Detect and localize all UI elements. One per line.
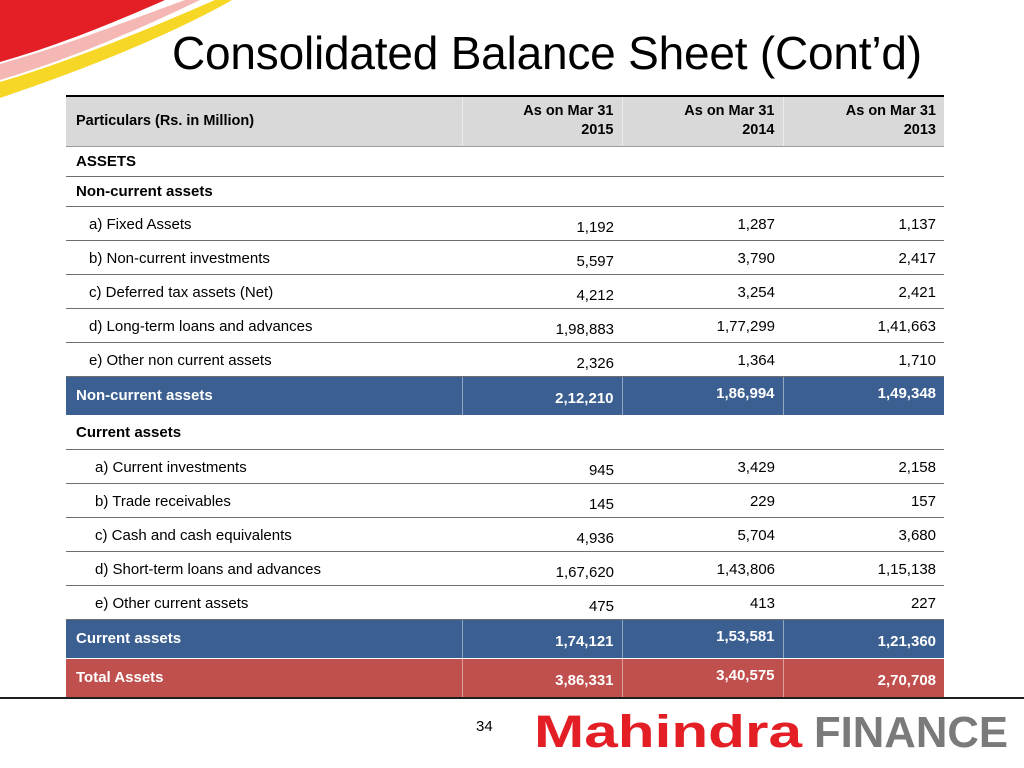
value-2013: 2,417	[783, 240, 944, 275]
value-2015: 1,74,121	[461, 619, 622, 659]
table-row: d) Short-term loans and advances 1,67,62…	[66, 551, 944, 586]
table-row: a) Current investments 945 3,429 2,158	[66, 449, 944, 484]
row-label: a) Current investments	[66, 449, 462, 484]
page-title: Consolidated Balance Sheet (Cont’d)	[172, 27, 922, 79]
value-2015: 145	[462, 483, 622, 518]
table-row: a) Fixed Assets 1,192 1,287 1,137	[66, 206, 944, 241]
section-row-current: Current assets	[66, 415, 944, 450]
value-2014: 413	[622, 585, 783, 620]
section-row-assets: ASSETS	[66, 146, 944, 177]
section-row-noncurrent: Non-current assets	[66, 176, 944, 207]
table-row: b) Trade receivables 145 229 157	[66, 483, 944, 518]
table-row: e) Other current assets 475 413 227	[66, 585, 944, 620]
value-2013: 1,15,138	[783, 551, 944, 586]
value-2013: 1,21,360	[782, 619, 944, 659]
value-2015: 5,597	[462, 240, 622, 275]
table-row: d) Long-term loans and advances 1,98,883…	[66, 308, 944, 343]
value-2015: 1,192	[462, 206, 622, 241]
row-label: d) Long-term loans and advances	[66, 308, 462, 343]
value-2014: 3,254	[622, 274, 783, 309]
value-2014: 3,429	[622, 449, 783, 484]
header-2015: As on Mar 31 2015	[461, 95, 622, 147]
logo-word-mahindra: Mahindra	[534, 706, 803, 754]
value-2014: 229	[622, 483, 783, 518]
row-label: Total Assets	[66, 658, 462, 699]
value-2013: 2,70,708	[782, 658, 944, 699]
row-label: Current assets	[66, 619, 462, 659]
value-2015: 2,12,210	[461, 376, 622, 416]
value-2014: 1,287	[622, 206, 783, 241]
value-2015: 4,936	[462, 517, 622, 552]
header-2014: As on Mar 31 2014	[621, 95, 783, 147]
page-number: 34	[476, 718, 493, 735]
value-2015: 475	[462, 585, 622, 620]
section-label: Current assets	[66, 415, 462, 450]
total-row-assets: Total Assets 3,86,331 3,40,575 2,70,708	[66, 658, 944, 699]
value-2015: 3,86,331	[461, 658, 622, 699]
value-2014: 3,40,575	[621, 658, 783, 699]
table-row: b) Non-current investments 5,597 3,790 2…	[66, 240, 944, 275]
header-2013: As on Mar 31 2013	[782, 95, 944, 147]
row-label: c) Deferred tax assets (Net)	[66, 274, 462, 309]
value-2014: 1,77,299	[622, 308, 783, 343]
subtotal-row-current: Current assets 1,74,121 1,53,581 1,21,36…	[66, 619, 944, 659]
value-2013: 3,680	[783, 517, 944, 552]
value-2013: 1,49,348	[782, 376, 944, 416]
table-row: e) Other non current assets 2,326 1,364 …	[66, 342, 944, 377]
row-label: d) Short-term loans and advances	[66, 551, 462, 586]
value-2015: 4,212	[462, 274, 622, 309]
value-2015: 1,98,883	[462, 308, 622, 343]
row-label: b) Trade receivables	[66, 483, 462, 518]
value-2014: 1,364	[622, 342, 783, 377]
mahindra-finance-logo: Mahindra FINANCE	[534, 706, 1008, 754]
row-label: e) Other current assets	[66, 585, 462, 620]
value-2013: 157	[783, 483, 944, 518]
subtotal-row-noncurrent: Non-current assets 2,12,210 1,86,994 1,4…	[66, 376, 944, 416]
corner-swoosh-decoration	[0, 0, 232, 98]
value-2013: 2,158	[783, 449, 944, 484]
table-row: c) Deferred tax assets (Net) 4,212 3,254…	[66, 274, 944, 309]
value-2015: 1,67,620	[462, 551, 622, 586]
section-label: Non-current assets	[66, 176, 462, 207]
header-particulars: Particulars (Rs. in Million)	[66, 95, 462, 147]
value-2014: 1,53,581	[621, 619, 783, 659]
value-2014: 5,704	[622, 517, 783, 552]
value-2013: 1,41,663	[783, 308, 944, 343]
value-2015: 945	[462, 449, 622, 484]
footer-divider	[0, 697, 1024, 699]
row-label: c) Cash and cash equivalents	[66, 517, 462, 552]
value-2014: 1,43,806	[622, 551, 783, 586]
value-2015: 2,326	[462, 342, 622, 377]
value-2013: 1,710	[783, 342, 944, 377]
logo-word-finance: FINANCE	[814, 708, 1008, 754]
row-label: b) Non-current investments	[66, 240, 462, 275]
row-label: Non-current assets	[66, 376, 462, 416]
value-2014: 1,86,994	[621, 376, 783, 416]
table-row: c) Cash and cash equivalents 4,936 5,704…	[66, 517, 944, 552]
value-2013: 2,421	[783, 274, 944, 309]
value-2014: 3,790	[622, 240, 783, 275]
row-label: a) Fixed Assets	[66, 206, 462, 241]
section-label: ASSETS	[66, 146, 462, 177]
row-label: e) Other non current assets	[66, 342, 462, 377]
value-2013: 227	[783, 585, 944, 620]
balance-sheet-table: Particulars (Rs. in Million) As on Mar 3…	[66, 95, 944, 699]
table-header-row: Particulars (Rs. in Million) As on Mar 3…	[66, 95, 944, 147]
value-2013: 1,137	[783, 206, 944, 241]
